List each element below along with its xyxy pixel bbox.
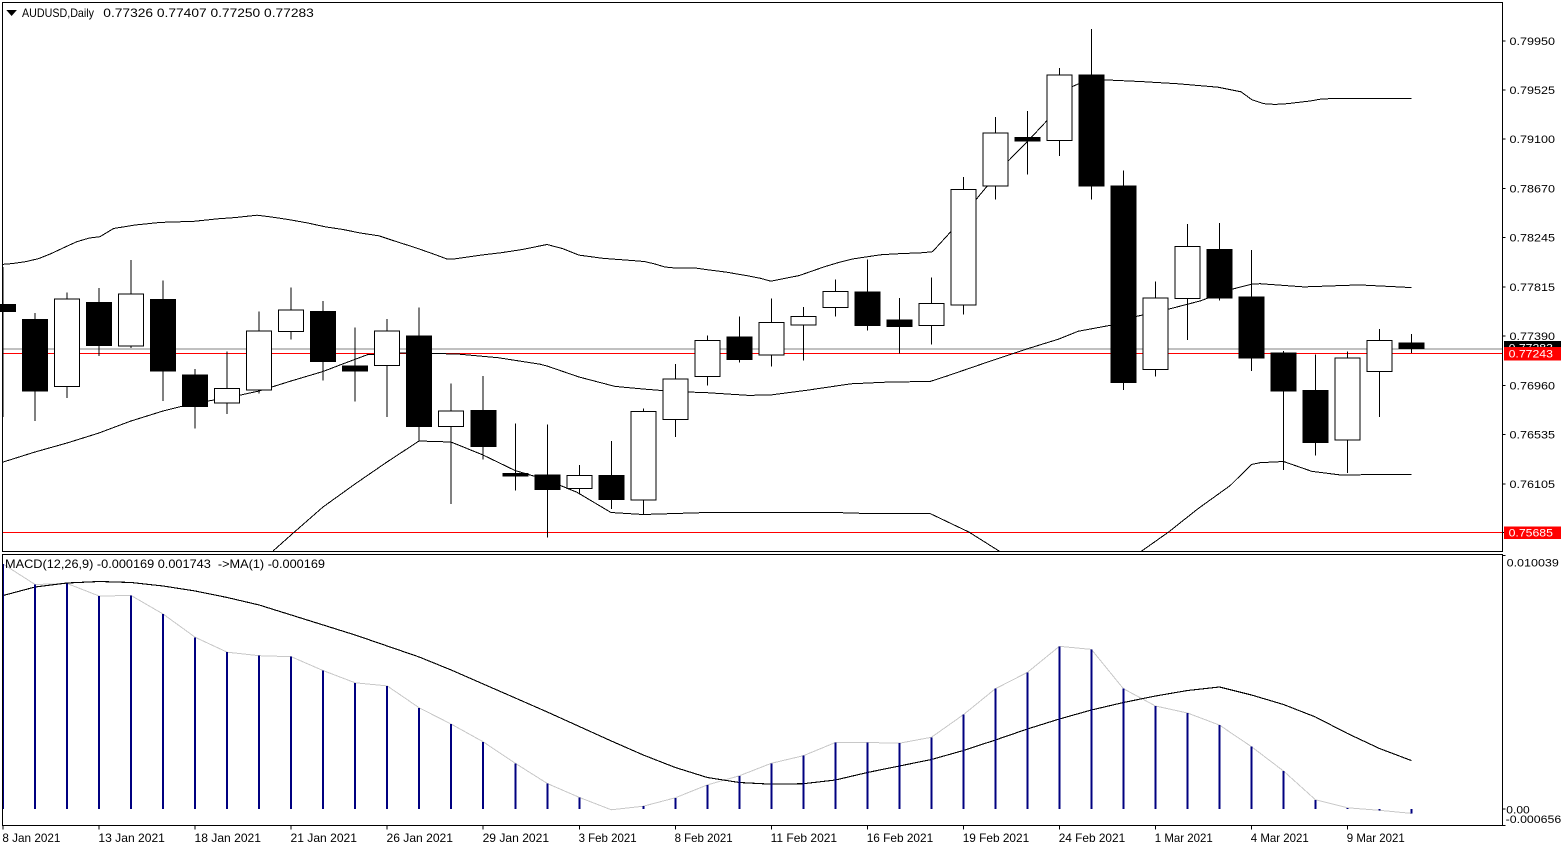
svg-text:0.77326 0.77407 0.77250 0.7728: 0.77326 0.77407 0.77250 0.77283 xyxy=(103,6,314,20)
svg-text:0.76960: 0.76960 xyxy=(1510,381,1556,393)
svg-text:0.79950: 0.79950 xyxy=(1510,36,1556,48)
svg-text:8 Feb 2021: 8 Feb 2021 xyxy=(675,831,733,845)
svg-text:0.76535: 0.76535 xyxy=(1510,430,1556,442)
svg-text:0.77815: 0.77815 xyxy=(1510,282,1556,294)
svg-text:9 Mar 2021: 9 Mar 2021 xyxy=(1347,831,1405,845)
svg-text:13 Jan 2021: 13 Jan 2021 xyxy=(98,831,165,845)
svg-text:AUDUSD,Daily: AUDUSD,Daily xyxy=(22,6,94,20)
svg-text:MACD(12,26,9) -0.000169 0.0017: MACD(12,26,9) -0.000169 0.001743 ->MA(1)… xyxy=(5,557,325,571)
svg-text:3 Feb 2021: 3 Feb 2021 xyxy=(579,831,637,845)
svg-text:0.010039: 0.010039 xyxy=(1507,558,1559,570)
svg-text:29 Jan 2021: 29 Jan 2021 xyxy=(483,831,550,845)
svg-text:0.76105: 0.76105 xyxy=(1510,479,1556,491)
svg-text:21 Jan 2021: 21 Jan 2021 xyxy=(291,831,358,845)
svg-text:8 Jan 2021: 8 Jan 2021 xyxy=(2,831,60,845)
svg-text:0.77390: 0.77390 xyxy=(1510,331,1556,343)
svg-text:0.78670: 0.78670 xyxy=(1510,184,1556,196)
svg-text:19 Feb 2021: 19 Feb 2021 xyxy=(963,831,1030,845)
svg-text:26 Jan 2021: 26 Jan 2021 xyxy=(387,831,454,845)
svg-text:4 Mar 2021: 4 Mar 2021 xyxy=(1251,831,1309,845)
svg-text:16 Feb 2021: 16 Feb 2021 xyxy=(867,831,934,845)
svg-text:0.79100: 0.79100 xyxy=(1510,134,1556,146)
svg-text:-0.000656: -0.000656 xyxy=(1506,814,1562,826)
svg-text:0.75685: 0.75685 xyxy=(1509,528,1553,540)
svg-text:1 Mar 2021: 1 Mar 2021 xyxy=(1155,831,1213,845)
svg-text:0.77243: 0.77243 xyxy=(1509,349,1553,361)
svg-text:24 Feb 2021: 24 Feb 2021 xyxy=(1059,831,1126,845)
svg-text:0.78245: 0.78245 xyxy=(1510,233,1556,245)
svg-text:11 Feb 2021: 11 Feb 2021 xyxy=(771,831,838,845)
svg-text:0.00: 0.00 xyxy=(1506,804,1529,816)
svg-text:0.79525: 0.79525 xyxy=(1510,85,1556,97)
svg-text:18 Jan 2021: 18 Jan 2021 xyxy=(195,831,262,845)
